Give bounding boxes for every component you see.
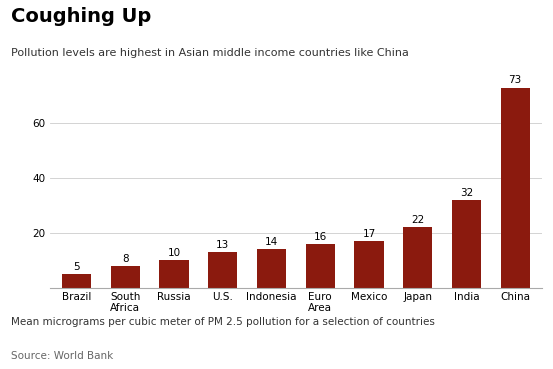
Text: 22: 22	[411, 215, 424, 225]
Bar	[452, 200, 481, 288]
Text: Source: World Bank: Source: World Bank	[11, 351, 113, 361]
Text: 16: 16	[314, 232, 327, 242]
Bar	[306, 244, 335, 288]
Bar	[354, 241, 384, 288]
Text: 14: 14	[265, 237, 278, 247]
Text: Coughing Up: Coughing Up	[11, 7, 152, 26]
Text: 8: 8	[122, 254, 129, 264]
Bar	[403, 227, 432, 288]
Text: 13: 13	[216, 240, 229, 250]
Bar	[159, 261, 189, 288]
Bar	[500, 87, 530, 288]
Text: 17: 17	[362, 229, 375, 239]
Text: 5: 5	[73, 262, 80, 272]
Text: Pollution levels are highest in Asian middle income countries like China: Pollution levels are highest in Asian mi…	[11, 48, 409, 58]
Text: 73: 73	[509, 75, 522, 85]
Text: 32: 32	[460, 188, 473, 198]
Text: 10: 10	[168, 248, 181, 258]
Bar	[208, 252, 237, 288]
Bar	[62, 274, 91, 288]
Bar	[257, 249, 286, 288]
Bar	[111, 266, 140, 288]
Text: Mean micrograms per cubic meter of PM 2.5 pollution for a selection of countries: Mean micrograms per cubic meter of PM 2.…	[11, 317, 435, 327]
